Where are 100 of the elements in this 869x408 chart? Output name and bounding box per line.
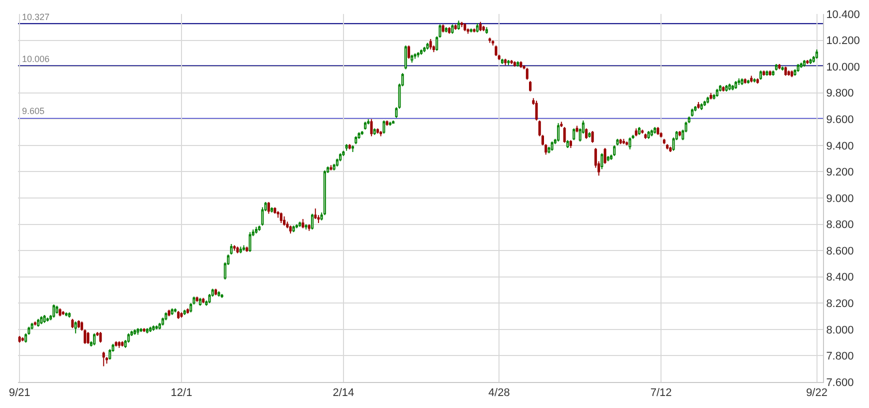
candlestick — [790, 70, 794, 78]
candlestick — [196, 296, 198, 302]
candlestick — [454, 24, 457, 30]
candlestick — [753, 78, 756, 83]
candlestick — [68, 312, 71, 318]
candlestick — [280, 212, 282, 224]
candlestick — [803, 60, 806, 68]
candlestick — [93, 332, 96, 346]
candlestick — [784, 66, 787, 76]
candlestick — [34, 321, 36, 326]
candlestick — [606, 155, 610, 162]
y-tick-label: 10.400 — [826, 8, 860, 21]
y-tick-label: 8.200 — [826, 298, 854, 310]
candlestick — [622, 138, 625, 145]
candlestick — [641, 129, 644, 134]
candlestick — [198, 297, 202, 306]
candlestick — [274, 206, 276, 214]
y-tick-label: 9.800 — [826, 88, 854, 100]
candlestick — [134, 328, 136, 336]
candlestick — [314, 208, 317, 220]
candlestick — [492, 40, 494, 46]
x-tick-label: 2/14 — [332, 387, 354, 400]
candlestick — [738, 78, 740, 86]
candlestick — [654, 126, 656, 134]
y-tick-label: 10.200 — [826, 35, 860, 48]
candlestick — [121, 340, 124, 348]
candlestick — [762, 70, 766, 76]
candlestick — [638, 126, 641, 136]
candlestick — [298, 221, 302, 228]
candlestick — [376, 128, 379, 134]
candlestick — [140, 328, 142, 333]
ref-line-label: 10.006 — [22, 54, 50, 64]
y-tick-label: 7.600 — [826, 376, 854, 389]
candlestick — [744, 78, 746, 84]
candlestick — [420, 48, 423, 56]
candlestick — [254, 226, 258, 234]
candlestick — [690, 108, 694, 118]
candlestick — [457, 20, 460, 30]
y-tick-label: 9.200 — [826, 166, 854, 179]
candlestick — [426, 42, 429, 50]
candlestick — [442, 24, 444, 33]
candlestick — [722, 86, 725, 92]
candlestick — [345, 144, 348, 152]
candlestick — [740, 78, 744, 86]
y-tick-label: 7.800 — [826, 350, 854, 363]
candlestick — [388, 121, 392, 126]
candlestick — [485, 26, 488, 34]
x-tick-label: 7/12 — [650, 387, 672, 400]
candlestick — [585, 128, 588, 140]
candlestick — [529, 80, 532, 92]
candlestick — [373, 128, 376, 136]
candlestick — [77, 320, 80, 329]
candlestick — [778, 63, 781, 70]
candlestick — [656, 126, 660, 136]
candlestick — [513, 60, 516, 68]
candlestick — [239, 246, 242, 254]
candlestick — [149, 326, 152, 333]
candlestick — [569, 140, 572, 149]
y-tick-label: 8.800 — [826, 219, 854, 232]
candlestick — [662, 138, 666, 145]
candlestick — [666, 144, 669, 150]
y-tick-label: 8.600 — [826, 245, 854, 258]
candlestick — [404, 45, 407, 70]
candlestick — [282, 216, 286, 226]
candlestick — [669, 146, 672, 152]
candlestick — [183, 309, 186, 316]
candlestick — [650, 129, 653, 137]
candlestick — [448, 26, 451, 34]
candlestick — [787, 70, 790, 76]
candlestick — [218, 290, 220, 298]
candlestick — [304, 224, 308, 230]
candlestick — [168, 309, 170, 317]
candlestick — [451, 24, 454, 34]
candlestick — [479, 21, 482, 32]
candlestick — [289, 225, 292, 234]
candlestick — [576, 125, 578, 133]
candlestick — [292, 225, 295, 233]
candlestick — [220, 293, 224, 298]
candlestick — [152, 324, 155, 332]
candlestick — [716, 88, 718, 98]
candlestick — [526, 67, 528, 80]
candlestick — [796, 63, 800, 72]
candlestick — [619, 138, 622, 145]
candlestick — [46, 317, 49, 322]
candlestick — [370, 118, 373, 137]
candlestick — [772, 70, 774, 76]
candlestick — [464, 22, 466, 32]
candlestick — [202, 297, 205, 304]
candlestick — [500, 58, 504, 64]
candlestick — [136, 328, 140, 336]
candlestick — [416, 52, 420, 58]
candlestick — [604, 148, 606, 164]
y-tick-label: 8.400 — [826, 272, 854, 284]
candlestick — [588, 132, 591, 138]
candlestick — [248, 232, 252, 252]
candlestick — [40, 316, 43, 325]
ref-line-label: 9.605 — [22, 106, 45, 116]
candlestick — [21, 336, 24, 342]
y-tick-label: 9.600 — [826, 114, 854, 126]
candlestick — [626, 140, 628, 146]
